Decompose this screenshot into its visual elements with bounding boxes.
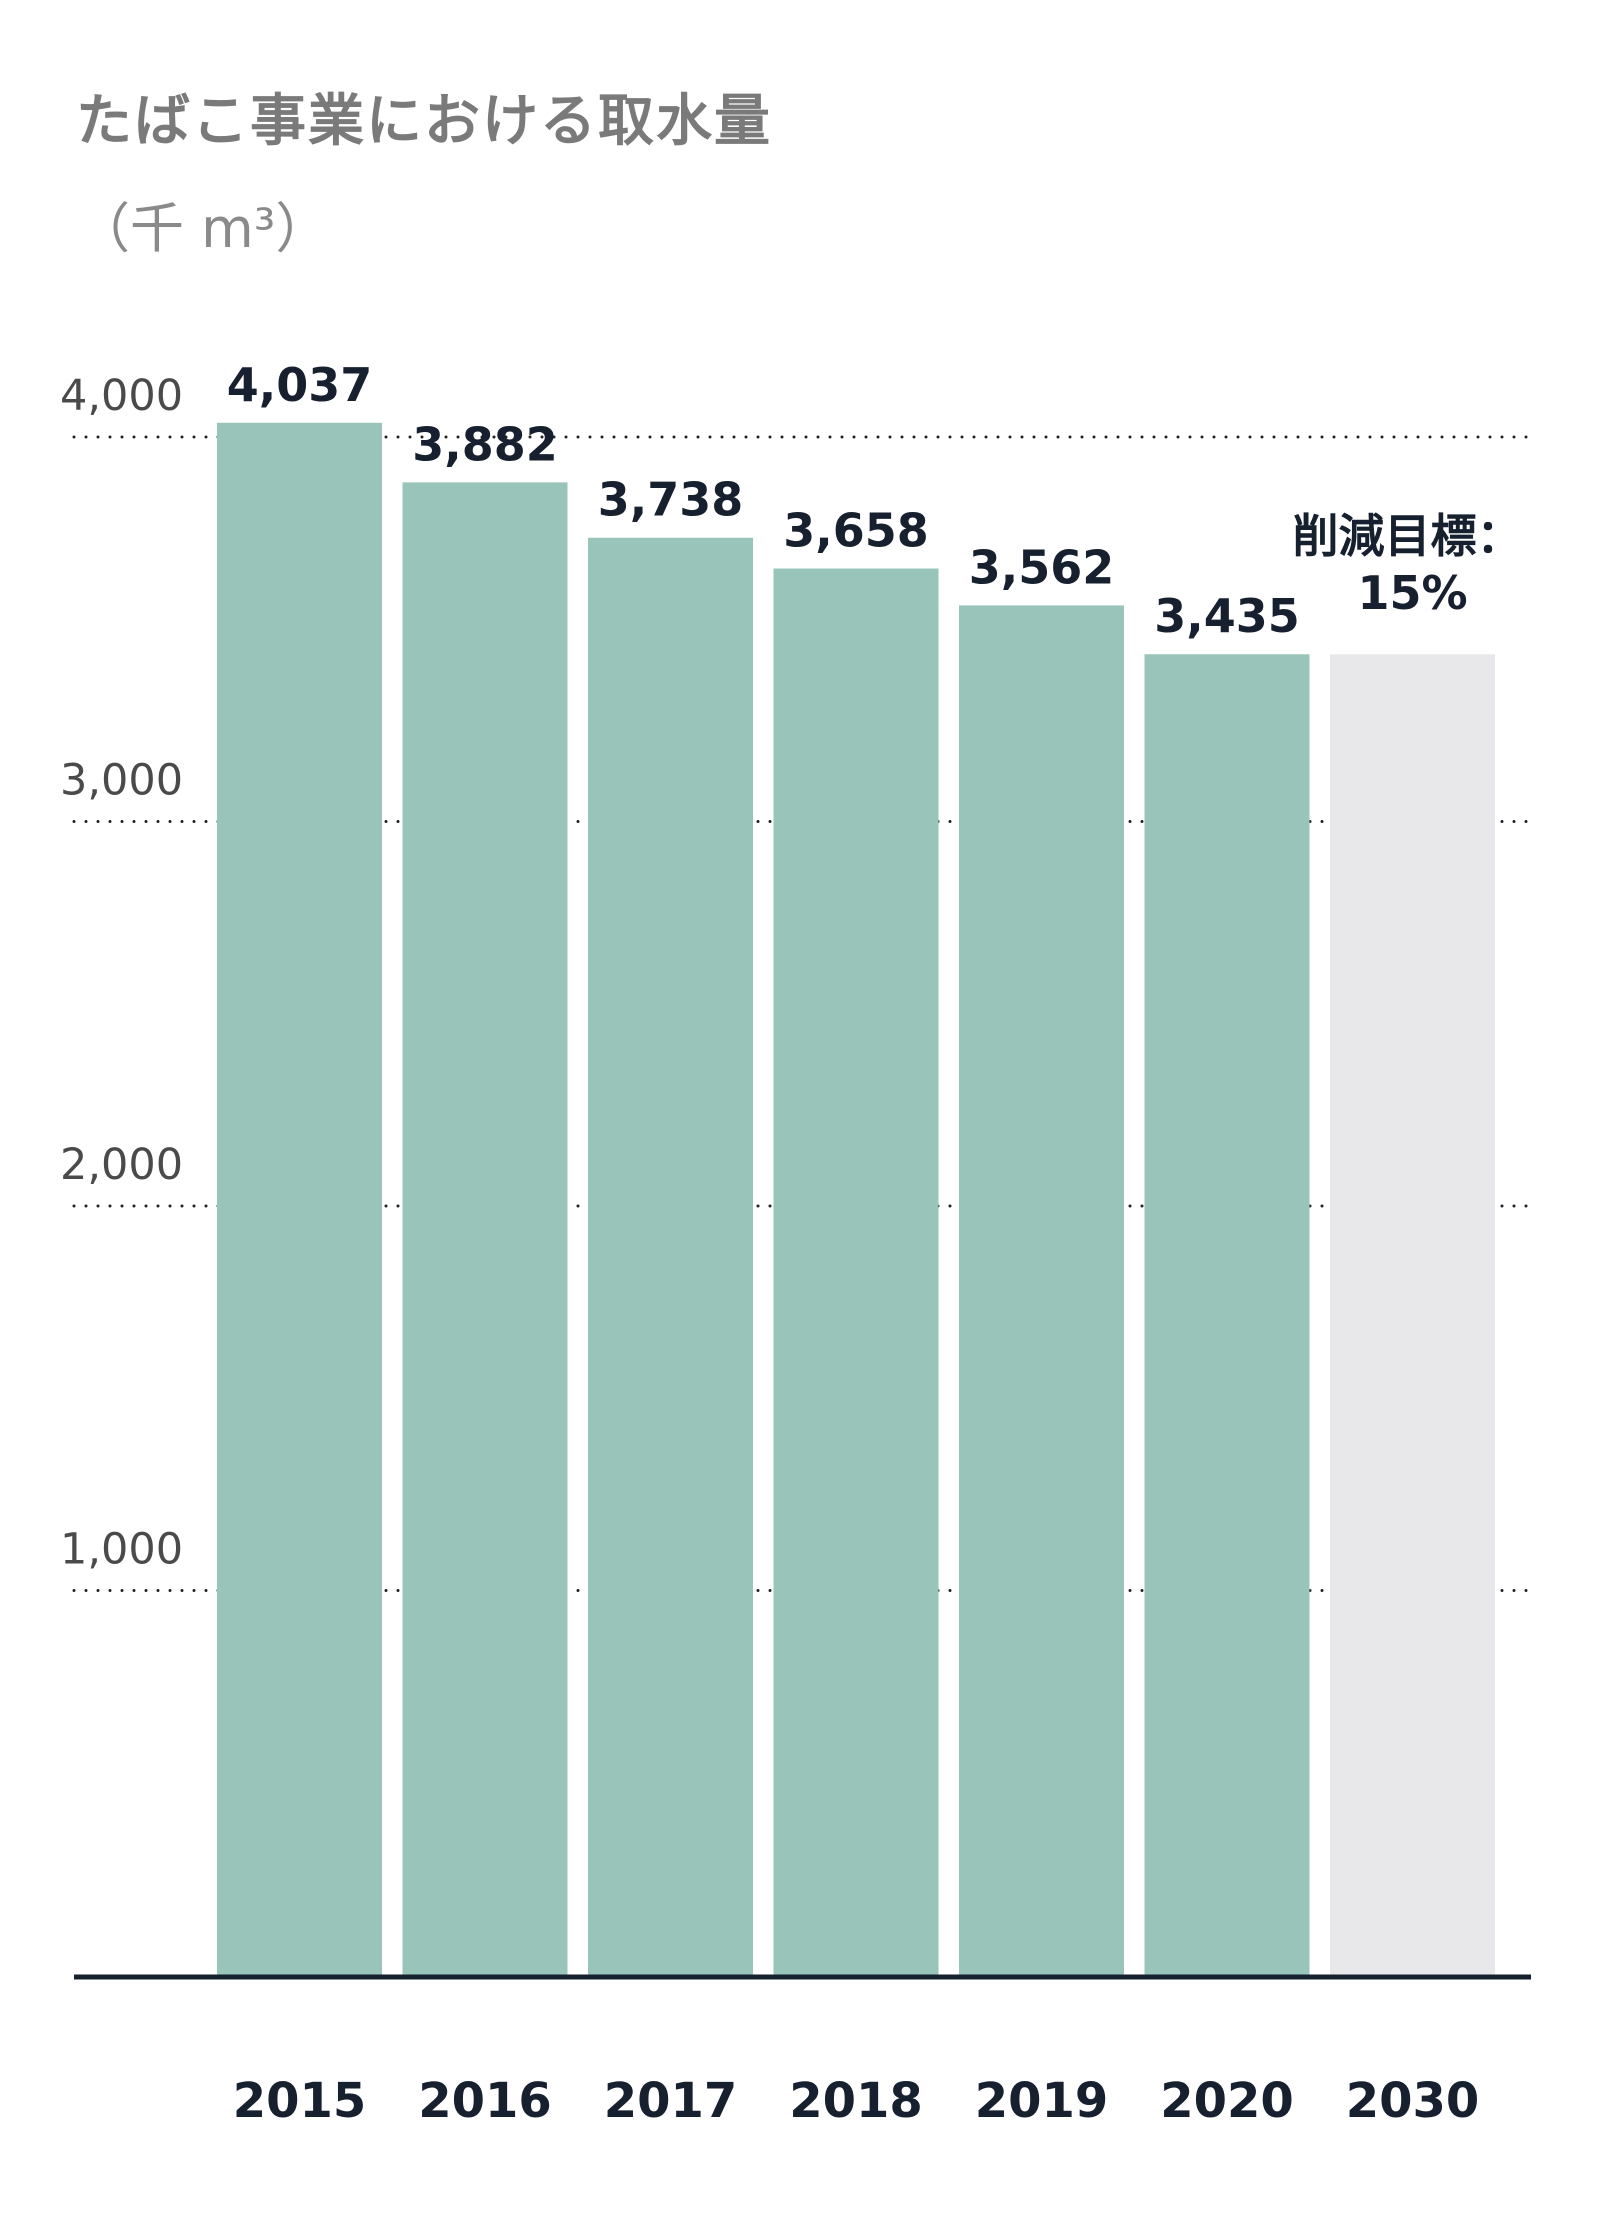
value-label-2020: 3,435 (1154, 589, 1300, 643)
value-label-2018: 3,658 (783, 503, 929, 557)
value-label-2016: 3,882 (412, 417, 558, 471)
x-tick-label-2020: 2020 (1160, 2073, 1294, 2129)
y-tick-label: 2,000 (60, 1140, 183, 1190)
bar-2017 (588, 537, 753, 1975)
bar-target-2030 (1330, 654, 1495, 1976)
chart-unit-label: （千 m³） (76, 197, 330, 260)
target-annotation-line2: 15% (1357, 566, 1467, 620)
bar-2020 (1144, 654, 1310, 1976)
bar-2015 (217, 422, 382, 1976)
value-label-2017: 3,738 (598, 473, 744, 527)
value-label-2015: 4,037 (227, 358, 373, 412)
x-tick-label-2015: 2015 (233, 2073, 367, 2129)
x-tick-label-2016: 2016 (418, 2073, 552, 2129)
bar-2018 (773, 568, 939, 1975)
x-tick-label-2017: 2017 (604, 2073, 738, 2129)
bar-2016 (402, 482, 568, 1976)
y-tick-label: 1,000 (60, 1525, 183, 1575)
labels: 1,000 2,000 3,000 4,000 4,037 2015 3,882 2016 3,… (60, 358, 1523, 2129)
bars (217, 422, 1495, 1976)
x-tick-label-2018: 2018 (789, 2073, 923, 2129)
y-tick-label: 3,000 (60, 756, 183, 806)
chart-title: たばこ事業における取水量 (76, 89, 772, 154)
bar-2019 (959, 605, 1124, 1975)
value-label-2019: 3,562 (969, 540, 1115, 594)
x-tick-label-2030: 2030 (1346, 2073, 1480, 2129)
target-annotation-line1: 削減目標： (1293, 509, 1523, 563)
x-tick-label-2019: 2019 (975, 2073, 1109, 2129)
y-tick-label: 4,000 (60, 371, 183, 421)
